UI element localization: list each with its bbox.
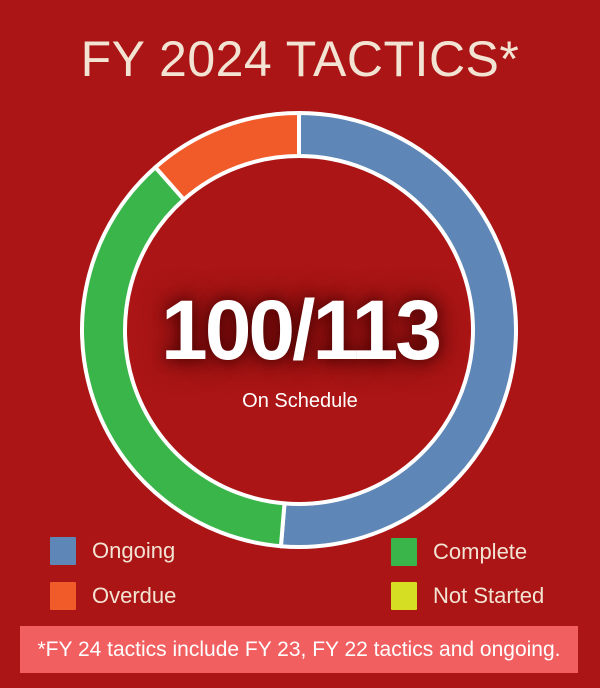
donut-segment-complete — [80, 165, 287, 549]
center-value: 100/113 — [160, 283, 442, 377]
legend-swatch — [391, 538, 417, 566]
legend-swatch — [50, 582, 76, 610]
legend-label: Overdue — [92, 583, 177, 608]
legend-item-ongoing: Ongoing — [50, 537, 175, 565]
donut-segment-overdue — [153, 111, 301, 202]
donut-segment-ongoing — [278, 111, 518, 549]
legend-swatch — [50, 537, 76, 565]
legend-item-overdue: Overdue — [50, 582, 176, 610]
legend-label: Complete — [433, 539, 528, 564]
legend-label: Ongoing — [92, 538, 176, 563]
legend-label: Not Started — [433, 583, 545, 608]
center-label: On Schedule — [242, 390, 358, 412]
legend-item-complete: Complete — [391, 538, 527, 566]
footnote: *FY 24 tactics include FY 23, FY 22 tact… — [20, 626, 578, 673]
legend-item-not-started: Not Started — [391, 582, 544, 610]
chart-title: FY 2024 TACTICS* — [80, 31, 520, 87]
legend-swatch — [391, 582, 417, 610]
